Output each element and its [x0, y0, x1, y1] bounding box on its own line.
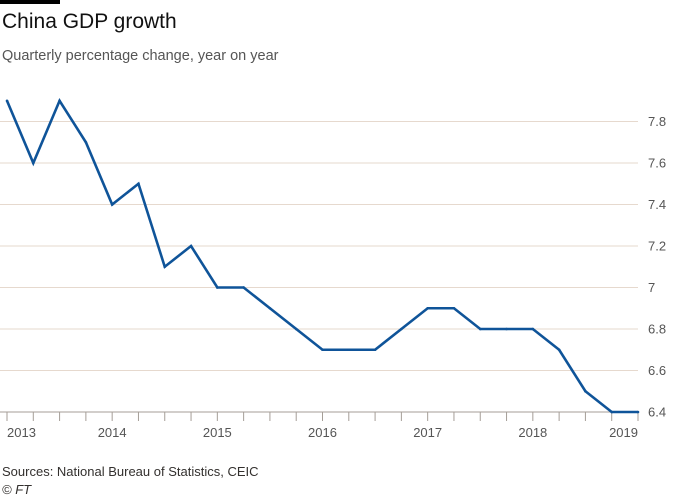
- data-point: [110, 203, 114, 206]
- data-point: [400, 327, 403, 331]
- header-accent-bar: [0, 0, 60, 4]
- data-point: [216, 286, 219, 289]
- y-tick-label: 6.4: [648, 405, 666, 420]
- data-point: [242, 286, 245, 289]
- data-point: [584, 389, 587, 393]
- x-tick-label: 2019: [609, 425, 638, 440]
- x-tick-label: 2015: [203, 425, 232, 440]
- y-tick-label: 6.6: [648, 363, 666, 378]
- data-point: [268, 306, 272, 310]
- data-point: [189, 244, 193, 248]
- y-tick-label: 7.4: [648, 197, 666, 212]
- data-point: [163, 265, 167, 269]
- x-tick-label: 2013: [7, 425, 36, 440]
- data-point: [294, 327, 298, 331]
- copyright-note: © FT: [2, 482, 32, 497]
- data-point: [31, 161, 35, 165]
- x-tick-label: 2018: [518, 425, 547, 440]
- chart-title: China GDP growth: [2, 10, 177, 33]
- data-point: [58, 99, 61, 103]
- chart-subtitle: Quarterly percentage change, year on yea…: [2, 48, 279, 64]
- source-note: Sources: National Bureau of Statistics, …: [2, 464, 259, 479]
- x-tick-label: 2014: [98, 425, 127, 440]
- data-point: [373, 348, 377, 352]
- data-point: [478, 327, 482, 331]
- data-point: [531, 327, 535, 331]
- data-point: [5, 99, 9, 103]
- y-tick-label: 7: [648, 280, 655, 295]
- data-point: [557, 348, 561, 352]
- y-tick-label: 7.2: [648, 239, 666, 254]
- gdp-growth-line: [5, 97, 638, 414]
- x-tick-label: 2016: [308, 425, 337, 440]
- y-tick-label: 7.6: [648, 156, 666, 171]
- data-point: [505, 327, 508, 331]
- data-point: [426, 306, 429, 310]
- data-point: [137, 182, 140, 186]
- data-point: [610, 410, 614, 414]
- data-point: [636, 410, 640, 414]
- x-tick-label: 2017: [413, 425, 442, 440]
- y-tick-label: 7.8: [648, 114, 666, 129]
- y-tick-label: 6.8: [648, 322, 666, 337]
- data-point: [84, 140, 88, 144]
- data-point: [321, 348, 324, 352]
- data-point: [452, 306, 456, 310]
- data-point: [347, 348, 351, 352]
